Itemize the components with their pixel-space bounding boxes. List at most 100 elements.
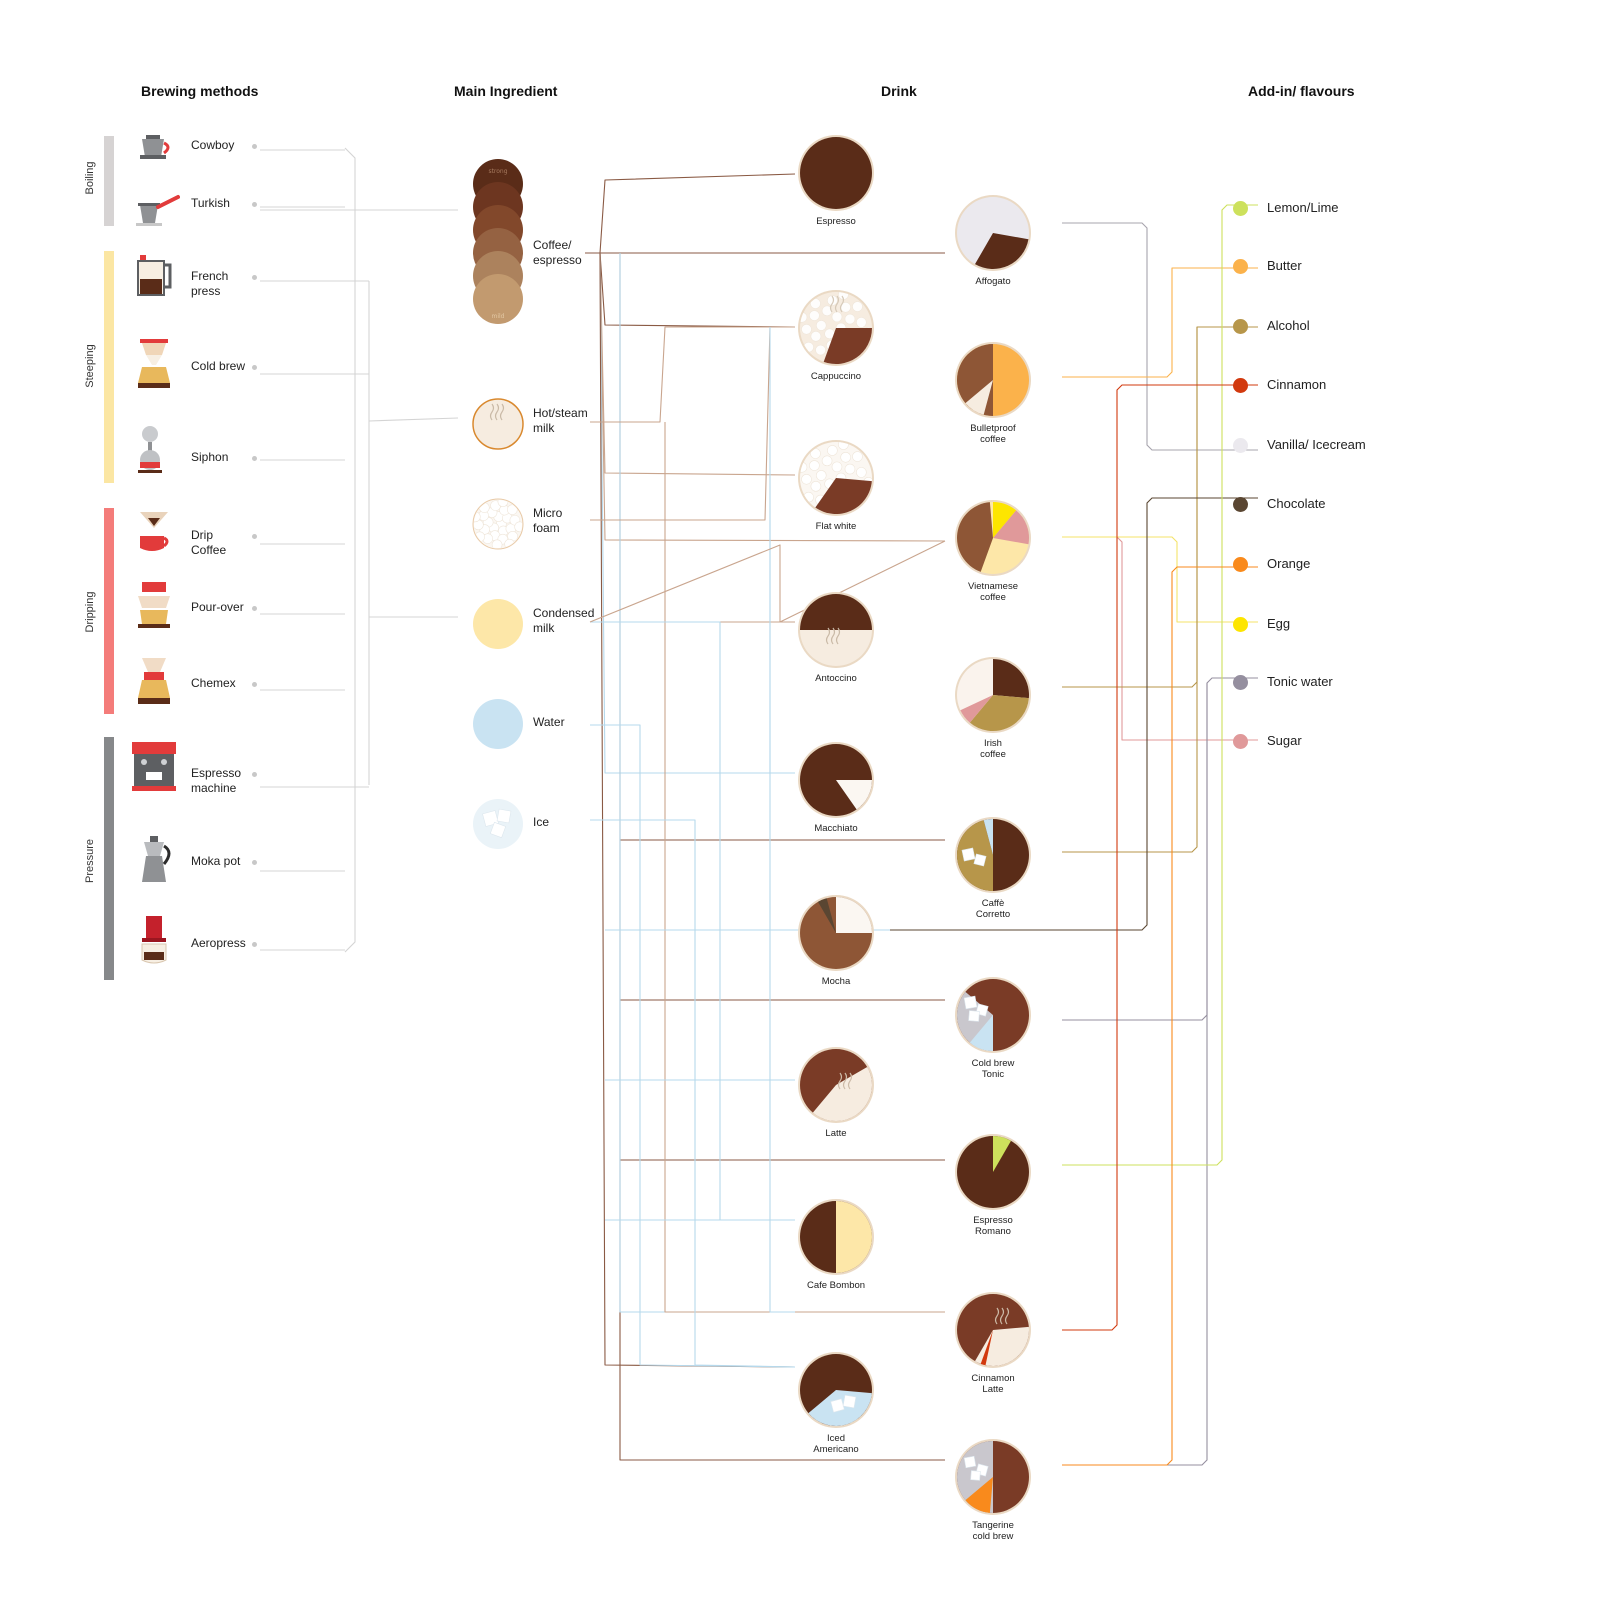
tangerine-cold-brew-icon-svg [955,1439,1031,1515]
ingredient-condensed-milk: Condensed milk [470,596,630,656]
drink-affogato: Affogato [953,193,1033,303]
method-turkish: Turkish [128,183,268,239]
foam-to-macchiato-line [769,327,795,774]
method-label: Cowboy [191,138,235,152]
drink-label: Caffè Corretto [975,898,1011,920]
drink-label: Iced Americano [813,1433,859,1455]
steam-milk-icon [470,396,526,452]
foam-to-cappuccino-line [590,326,795,521]
espresso-cup-icon [796,133,876,213]
method-cold-brew: Cold brew [128,337,268,393]
method-dot [252,942,257,947]
macchiato-icon [796,740,876,820]
cinnamon-latte-to-cinnamon-line [1062,384,1258,1331]
macchiato-icon-svg [798,742,874,818]
bulletproof-coffee-icon [953,340,1033,420]
method-dot [252,860,257,865]
moka-pot-icon-svg [142,836,171,882]
milk-to-cinnamon-latte-line-2 [664,622,945,1313]
method-espresso-machine: Espresso machine [128,738,268,795]
ice-icon [470,796,526,852]
drink-label: Cinnamon Latte [971,1373,1015,1395]
method-french-press: French press [128,247,268,303]
cappuccino-icon [796,288,876,368]
drink-cappuccino: Cappuccino [796,288,876,398]
ingredient-micro-foam: Micro foam [470,496,630,556]
mocha-icon [796,893,876,973]
addin-label: Lemon/Lime [1267,200,1339,215]
bracket-to-milk-line [368,417,459,422]
method-label: Siphon [191,450,229,464]
addin-egg: Egg [1233,614,1433,634]
method-dot [252,772,257,777]
cowboy-pot-icon [128,125,180,181]
addin-label: Tonic water [1267,674,1333,689]
iced-americano-icon [796,1350,876,1430]
method-label: Espresso machine [191,766,242,795]
turkish-cezve-icon-svg [136,195,180,226]
addin-label: Egg [1267,616,1291,631]
coffee-stack-svg: strong mild [473,159,523,324]
milk-to-cappuccino-line [590,326,795,423]
ice-icon-svg [473,799,523,849]
addin-swatch [1233,734,1248,749]
micro-foam-icon [470,496,526,552]
addin-swatch [1233,557,1248,572]
addin-swatch [1233,438,1248,453]
coffee-mild-label: mild [492,313,505,320]
addin-label: Chocolate [1267,496,1326,511]
addin-label: Butter [1267,258,1302,273]
caffe-corretto-icon-svg [955,817,1031,893]
drink-mocha: Mocha [796,893,876,1003]
ingredient-ice: Ice [470,796,630,856]
group-bar-pressure [104,737,114,980]
cold-brew-tonic-icon [953,975,1033,1055]
drink-label: Mocha [821,976,851,987]
ingredient-water: Water [470,696,630,756]
coffee-to-cappuccino-line [599,252,796,328]
chemex-icon [128,654,180,710]
cafe-bombon-icon-svg [798,1199,874,1275]
addin-label: Cinnamon [1267,377,1327,392]
method-dot [252,144,257,149]
addin-butter: Butter [1233,256,1433,276]
addin-swatch [1233,497,1248,512]
addin-tonic-water: Tonic water [1233,672,1433,692]
drink-vietnamese-coffee: Vietnamese coffee [953,498,1033,608]
method-drip-coffee: Drip Coffee [128,506,268,562]
drink-macchiato: Macchiato [796,740,876,850]
ingredient-label: Coffee/ espresso [533,238,582,267]
cafe-bombon-icon [796,1197,876,1277]
method-label: Turkish [191,196,230,210]
flat-white-icon-svg [798,440,874,516]
drink-flat-white: Flat white [796,438,876,548]
water-icon [470,696,526,752]
method-cowboy: Cowboy [128,125,268,181]
drink-label: Espresso Romano [973,1215,1013,1237]
addin-orange: Orange [1233,554,1433,574]
espresso-machine-icon [128,738,180,794]
latte-icon-svg [798,1047,874,1123]
drink-cold-brew-tonic: Cold brew Tonic [953,975,1033,1085]
bulletproof-coffee-icon-svg [955,342,1031,418]
drip-coffee-icon [128,506,180,562]
addin-swatch [1233,259,1248,274]
ingredient-label: Micro foam [533,506,563,535]
drink-label: Cappuccino [810,371,862,382]
drink-label: Latte [825,1128,847,1139]
group-bar-boiling [104,136,114,226]
addin-swatch [1233,617,1248,632]
method-label: Drip Coffee [191,528,227,557]
drink-cinnamon-latte: Cinnamon Latte [953,1290,1033,1400]
drink-cafe-bombon: Cafe Bombon [796,1197,876,1307]
method-chemex: Chemex [128,654,268,710]
mocha-icon-svg [798,895,874,971]
vietnamese-coffee-icon-svg [955,500,1031,576]
irish-to-alcohol-line [1062,326,1258,688]
moka-pot-icon [128,832,180,888]
cappuccino-icon-svg [798,290,874,366]
affogato-icon-svg [955,195,1031,271]
foam-to-latte-line [769,520,795,1313]
method-label: Aeropress [191,936,246,950]
group-label-dripping: Dripping [84,591,96,633]
